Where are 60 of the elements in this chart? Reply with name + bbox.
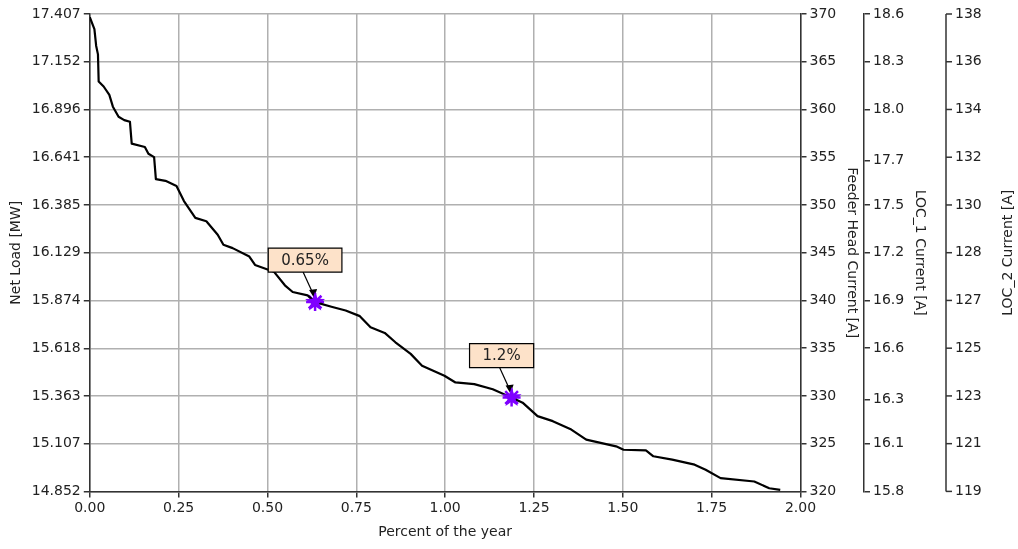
y3-tick-label: 16.9: [873, 291, 905, 308]
text: 134: [955, 100, 982, 117]
text: 121: [955, 434, 982, 451]
y3-axis-title: LOC_1 Current [A]: [912, 189, 929, 316]
y3-tick-label: 16.1: [873, 434, 905, 451]
x-tick-label: 1.00: [429, 499, 461, 516]
text: 128: [955, 243, 982, 260]
y-tick-label: 15.107: [31, 434, 81, 451]
x-tick-label: 1.75: [696, 499, 728, 516]
text: 125: [955, 338, 982, 355]
y-tick-label: 17.407: [31, 4, 81, 21]
text: LOC_2 Current [A]: [998, 189, 1015, 316]
x-tick-label: 0.50: [251, 499, 284, 516]
y2-tick-label: 360: [809, 100, 837, 117]
y2-tick-label: 335: [809, 338, 837, 355]
x-tick-label: 1.25: [518, 499, 550, 516]
text: 132: [955, 147, 982, 164]
y3-tick-label: 18.6: [873, 4, 905, 21]
x-tick-label: 0.25: [163, 499, 195, 516]
y3-tick-label: 17.7: [873, 151, 905, 168]
y2-tick-label: 355: [809, 147, 837, 164]
y2-tick-label: 365: [809, 52, 837, 69]
text: 119: [955, 482, 982, 499]
y2-tick-label: 345: [809, 243, 837, 260]
y2-tick-label: 330: [809, 386, 837, 403]
y2-axis-title: Feeder Head Current [A]: [844, 167, 861, 339]
y-axis-title: Net Load [MW]: [7, 200, 24, 305]
y3-tick-label: 18.3: [873, 52, 905, 69]
y3-tick-label: 17.5: [873, 195, 905, 212]
y3-tick-label: 17.2: [873, 243, 905, 260]
text: 130: [955, 195, 982, 212]
y-tick-label: 15.618: [31, 338, 81, 355]
y-tick-label: 14.852: [31, 482, 81, 499]
y3-tick-label: 15.8: [873, 482, 905, 499]
annotation: 1.2%: [482, 346, 521, 365]
y2-tick-label: 325: [809, 434, 837, 451]
y-tick-label: 16.896: [31, 100, 81, 117]
y-tick-label: 16.641: [31, 147, 81, 164]
text: 123: [955, 386, 982, 403]
y-tick-label: 15.874: [31, 291, 81, 308]
x-axis-title: Percent of the year: [378, 523, 513, 540]
y-tick-label: 16.385: [31, 195, 81, 212]
text: 127: [955, 291, 982, 308]
y-tick-label: 17.152: [31, 52, 81, 69]
x-tick-label: 0.00: [74, 499, 106, 516]
annotation: 0.65%: [281, 251, 329, 270]
y2-tick-label: 340: [809, 291, 837, 308]
text: 138: [955, 4, 982, 21]
y-tick-label: 15.363: [31, 386, 81, 403]
y2-tick-label: 370: [809, 4, 837, 21]
y3-tick-label: 16.3: [873, 389, 905, 406]
y2-tick-label: 350: [809, 195, 837, 212]
x-tick-label: 0.75: [340, 499, 372, 516]
y-tick-label: 16.129: [31, 243, 81, 260]
y2-tick-label: 320: [809, 482, 837, 499]
y3-tick-label: 16.6: [873, 338, 905, 355]
text: 136: [955, 52, 982, 69]
x-tick-label: 2.00: [784, 499, 817, 516]
x-tick-label: 1.50: [607, 499, 639, 516]
y3-tick-label: 18.0: [873, 100, 905, 117]
